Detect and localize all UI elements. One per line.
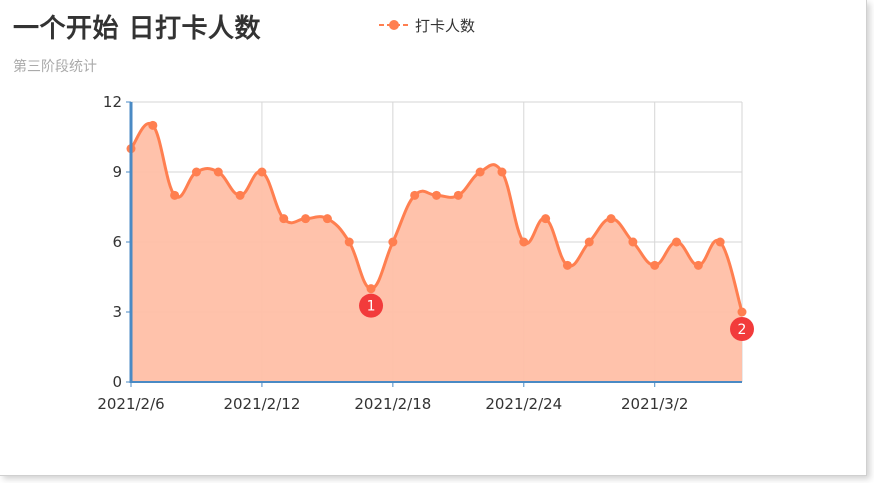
x-tick-label: 2021/2/24 <box>485 395 562 413</box>
data-point <box>279 214 289 224</box>
data-point <box>301 214 311 224</box>
y-tick-label: 6 <box>112 233 122 251</box>
annotation-badge-label: 1 <box>367 299 376 315</box>
chart-title: 一个开始 日打卡人数 <box>13 14 262 44</box>
data-point <box>650 260 660 270</box>
data-point <box>170 190 180 200</box>
data-point <box>672 237 682 247</box>
data-point <box>344 237 354 247</box>
x-tick-label: 2021/2/6 <box>97 395 164 413</box>
data-point <box>519 237 529 247</box>
data-point <box>213 167 223 177</box>
data-point <box>475 167 485 177</box>
data-point <box>497 167 507 177</box>
data-point <box>584 237 594 247</box>
data-point <box>628 237 638 247</box>
annotation-badge <box>730 317 754 341</box>
chart-panel: 一个开始 日打卡人数 第三阶段统计 打卡人数 0 3 6 9 12 2021/2/6 202… <box>0 0 867 476</box>
data-point <box>541 214 551 224</box>
data-point <box>366 284 376 294</box>
annotation-badge-label: 2 <box>738 322 747 338</box>
x-tick-label: 2021/2/12 <box>223 395 300 413</box>
annotation-badge <box>359 293 384 318</box>
data-point <box>562 260 572 270</box>
x-tick-label: 2021/3/2 <box>621 395 688 413</box>
data-point <box>148 120 158 130</box>
y-tick-label: 0 <box>112 373 122 391</box>
data-point <box>606 214 616 224</box>
chart-subtitle: 第三阶段统计 <box>13 59 97 75</box>
legend-line-marker-icon <box>379 20 409 30</box>
legend-item[interactable]: 打卡人数 <box>379 14 475 36</box>
data-point <box>693 260 703 270</box>
data-point <box>257 167 267 177</box>
data-point <box>453 190 463 200</box>
data-point <box>410 190 420 200</box>
data-point <box>432 190 441 200</box>
x-tick-label: 2021/2/18 <box>354 395 431 413</box>
data-point <box>388 237 398 247</box>
series-area <box>131 123 742 382</box>
data-point <box>715 237 725 247</box>
data-point <box>235 190 245 200</box>
y-tick-label: 12 <box>103 93 122 111</box>
y-tick-label: 3 <box>112 303 122 321</box>
data-point <box>322 214 332 224</box>
legend-label: 打卡人数 <box>415 16 476 35</box>
y-tick-label: 9 <box>112 163 122 181</box>
data-point <box>737 307 747 317</box>
data-point <box>191 167 201 177</box>
